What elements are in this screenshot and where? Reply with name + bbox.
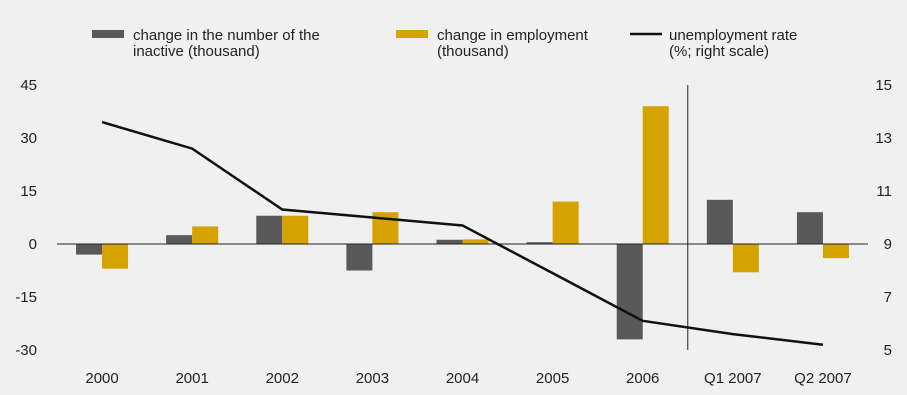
left-tick-label: 30 xyxy=(20,130,37,147)
right-tick-label: 7 xyxy=(884,289,892,306)
left-tick-label: 45 xyxy=(20,77,37,94)
bar-employment-4 xyxy=(462,239,489,244)
legend-swatch-inactive xyxy=(92,30,124,38)
x-tick-label: Q1 2007 xyxy=(704,370,762,387)
bar-employment-0 xyxy=(102,244,129,269)
x-tick-label: Q2 2007 xyxy=(794,370,852,387)
bar-inactive-7 xyxy=(706,199,733,244)
bar-inactive-2 xyxy=(256,215,283,244)
left-tick-label: 0 xyxy=(29,236,37,253)
x-tick-label: 2006 xyxy=(626,370,659,387)
bar-inactive-3 xyxy=(346,244,373,271)
bar-inactive-0 xyxy=(76,244,103,255)
bar-inactive-8 xyxy=(796,212,823,244)
left-tick-label: 15 xyxy=(20,183,37,200)
right-tick-label: 15 xyxy=(875,77,892,94)
bar-inactive-5 xyxy=(526,242,553,244)
x-tick-label: 2002 xyxy=(266,370,299,387)
x-tick-label: 2003 xyxy=(356,370,389,387)
right-tick-label: 9 xyxy=(884,236,892,253)
bar-inactive-4 xyxy=(436,239,463,244)
bar-employment-1 xyxy=(192,226,219,244)
left-tick-label: -30 xyxy=(15,342,37,359)
legend-label-inactive: change in the number of the xyxy=(133,27,320,44)
bar-inactive-6 xyxy=(616,244,643,340)
legend-label-employment: (thousand) xyxy=(437,43,509,60)
legend-swatch-employment xyxy=(396,30,428,38)
x-tick-label: 2001 xyxy=(175,370,208,387)
legend-label-employment: change in employment xyxy=(437,27,589,44)
bar-inactive-1 xyxy=(166,235,193,244)
x-tick-label: 2004 xyxy=(446,370,479,387)
bar-employment-8 xyxy=(822,244,849,259)
legend-label-inactive: inactive (thousand) xyxy=(133,43,260,60)
x-tick-label: 2000 xyxy=(85,370,118,387)
bar-employment-6 xyxy=(642,106,669,244)
bar-employment-7 xyxy=(732,244,759,273)
x-tick-label: 2005 xyxy=(536,370,569,387)
legend-label-unemployment: unemployment rate xyxy=(669,27,797,44)
right-tick-label: 11 xyxy=(876,183,892,200)
bar-employment-2 xyxy=(282,215,309,244)
right-tick-label: 13 xyxy=(875,130,892,147)
legend-label-unemployment: (%; right scale) xyxy=(669,43,769,60)
left-tick-label: -15 xyxy=(15,289,37,306)
right-tick-label: 5 xyxy=(884,342,892,359)
bar-employment-5 xyxy=(552,201,579,244)
